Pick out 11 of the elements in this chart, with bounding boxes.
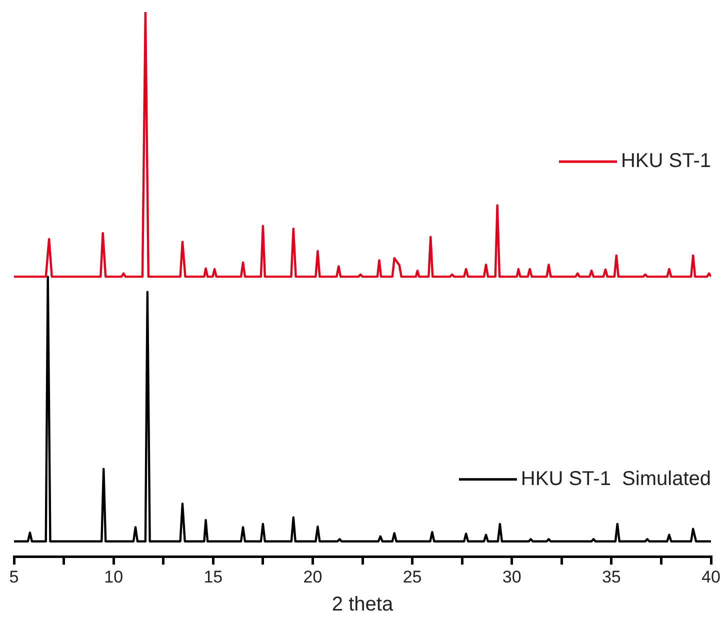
x-tick-label: 20 bbox=[303, 567, 322, 586]
x-tick-label: 30 bbox=[502, 567, 522, 586]
x-tick-label: 15 bbox=[204, 567, 223, 586]
x-axis-title: 2 theta bbox=[332, 594, 394, 616]
x-tick-label: 40 bbox=[702, 567, 720, 586]
x-tick-label: 25 bbox=[402, 567, 422, 586]
x-tick-label: 5 bbox=[9, 567, 19, 586]
legend-label: HKU ST-1 Simulated bbox=[520, 468, 711, 490]
legend-label: HKU ST-1 bbox=[620, 150, 711, 172]
x-tick-label: 35 bbox=[602, 567, 621, 586]
x-tick-label: 10 bbox=[104, 567, 124, 586]
